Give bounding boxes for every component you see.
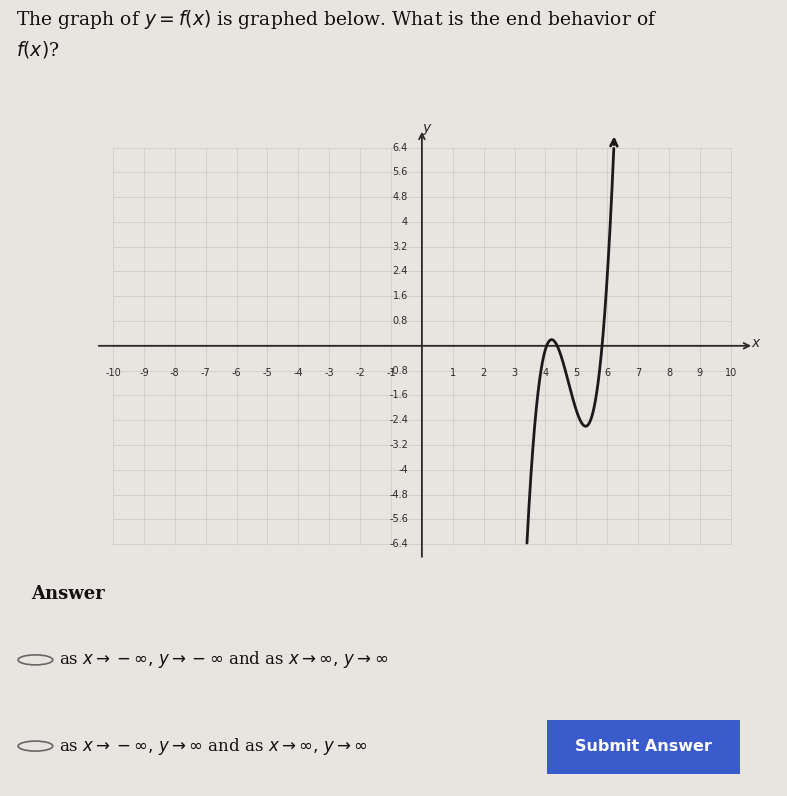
Text: as $x \to -\infty,\, y \to -\infty$ and as $x \to \infty,\, y \to \infty$: as $x \to -\infty,\, y \to -\infty$ and … <box>59 650 388 670</box>
Text: 4.8: 4.8 <box>393 192 408 202</box>
Text: 1.6: 1.6 <box>393 291 408 301</box>
Text: -6: -6 <box>231 368 242 378</box>
Text: 10: 10 <box>725 368 737 378</box>
Text: -7: -7 <box>201 368 211 378</box>
Text: -10: -10 <box>105 368 121 378</box>
Text: 7: 7 <box>635 368 641 378</box>
Text: -4: -4 <box>294 368 303 378</box>
Text: -3: -3 <box>324 368 334 378</box>
Text: -2: -2 <box>355 368 365 378</box>
Text: -5.6: -5.6 <box>389 514 408 525</box>
Text: 5: 5 <box>573 368 579 378</box>
Text: 4: 4 <box>542 368 549 378</box>
Text: -5: -5 <box>263 368 272 378</box>
Text: $y$: $y$ <box>422 122 433 137</box>
Text: 2.4: 2.4 <box>393 267 408 276</box>
Text: -0.8: -0.8 <box>390 365 408 376</box>
Text: Answer: Answer <box>31 585 105 603</box>
Text: -8: -8 <box>170 368 179 378</box>
Text: 4: 4 <box>402 217 408 227</box>
Text: as $x \to -\infty,\, y \to \infty$ and as $x \to \infty,\, y \to \infty$: as $x \to -\infty,\, y \to \infty$ and a… <box>59 736 368 756</box>
Text: 0.8: 0.8 <box>393 316 408 326</box>
FancyBboxPatch shape <box>539 717 748 776</box>
Text: 5.6: 5.6 <box>393 167 408 178</box>
Text: The graph of $y = f(x)$ is graphed below. What is the end behavior of
$f(x)$?: The graph of $y = f(x)$ is graphed below… <box>16 8 657 60</box>
Text: -4.8: -4.8 <box>390 490 408 500</box>
Text: $x$: $x$ <box>751 337 762 350</box>
Text: -3.2: -3.2 <box>389 440 408 450</box>
Text: -1.6: -1.6 <box>390 390 408 400</box>
Text: 1: 1 <box>449 368 456 378</box>
Text: -9: -9 <box>139 368 149 378</box>
Text: -4: -4 <box>398 465 408 474</box>
Text: 3: 3 <box>512 368 518 378</box>
Text: 3.2: 3.2 <box>393 242 408 252</box>
Text: 9: 9 <box>696 368 703 378</box>
Text: -2.4: -2.4 <box>389 416 408 425</box>
Text: 2: 2 <box>481 368 487 378</box>
Text: 8: 8 <box>666 368 672 378</box>
Text: Submit Answer: Submit Answer <box>575 739 711 754</box>
Text: 6.4: 6.4 <box>393 142 408 153</box>
Text: -6.4: -6.4 <box>390 539 408 549</box>
Text: -1: -1 <box>386 368 396 378</box>
Text: 6: 6 <box>604 368 610 378</box>
